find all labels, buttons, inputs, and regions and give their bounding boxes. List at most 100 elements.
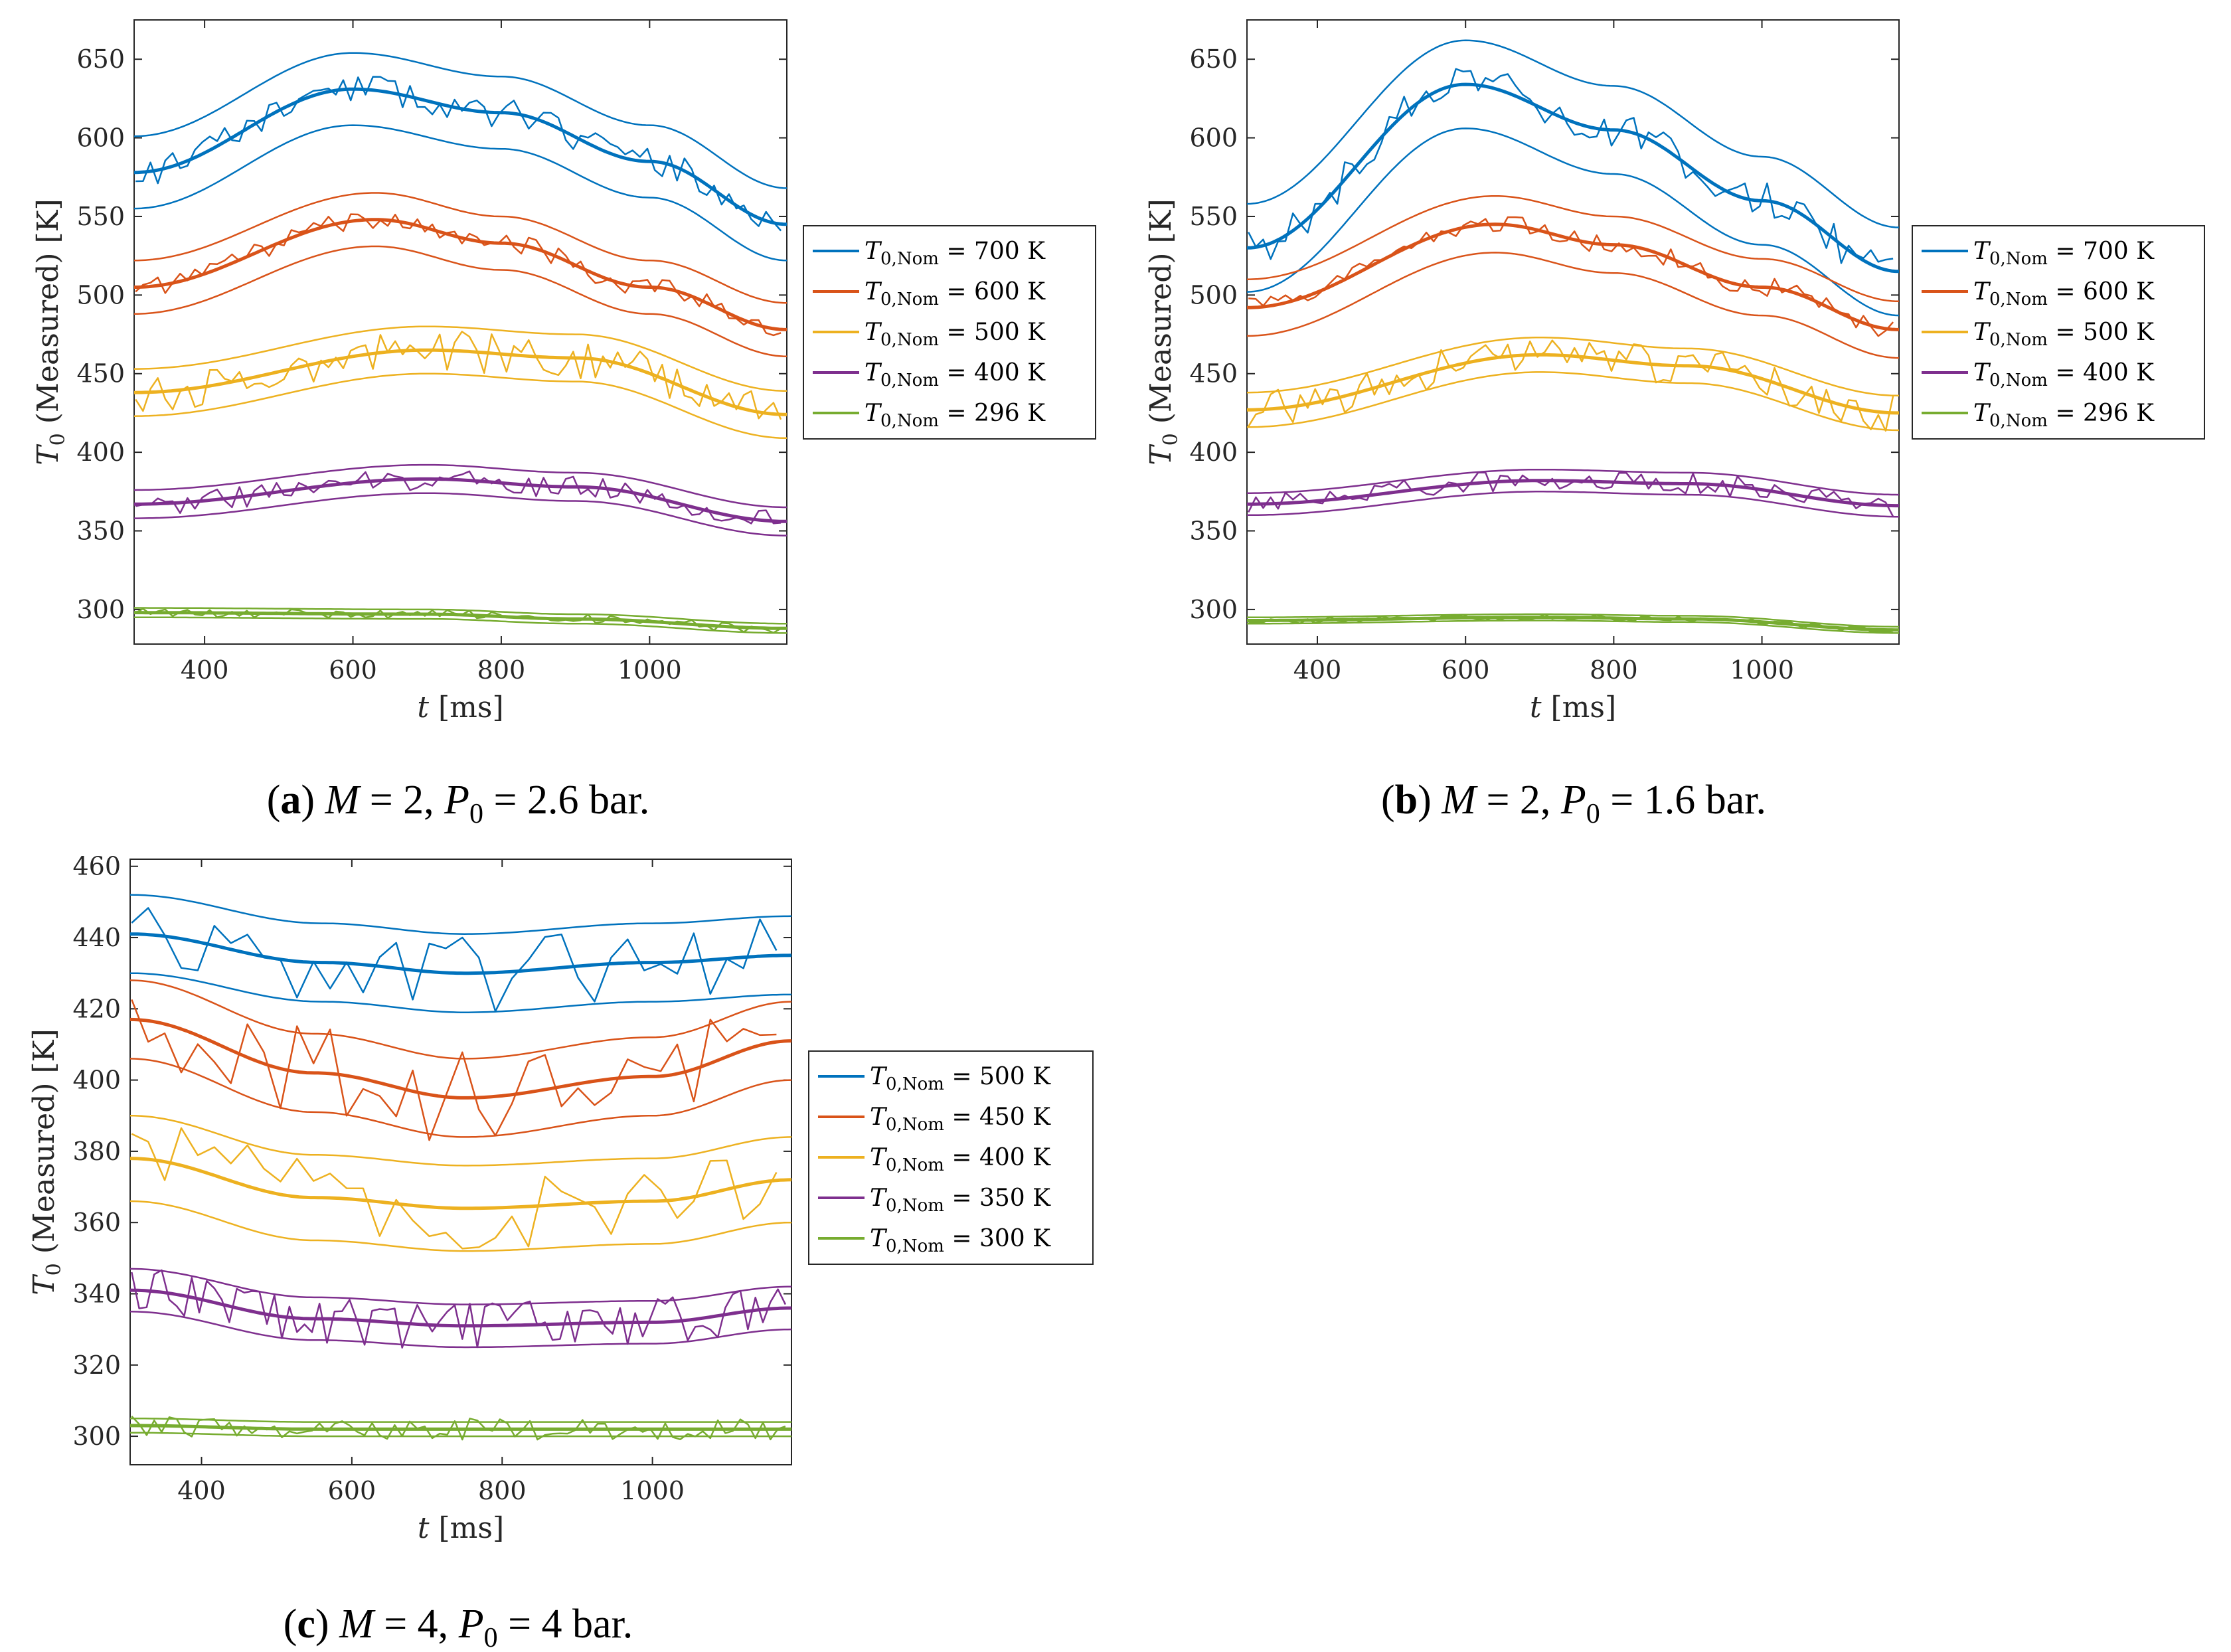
- upper-bound-line: [130, 1268, 791, 1305]
- measured-line: [135, 331, 782, 420]
- y-tick-label: 650: [76, 44, 125, 74]
- legend-entry: T0,Nom = 400 K: [870, 1144, 1051, 1175]
- y-tick-label: 350: [1189, 517, 1238, 546]
- y-tick-label: 650: [1189, 44, 1238, 74]
- fit-line: [130, 1424, 791, 1431]
- y-tick-label: 320: [72, 1351, 121, 1380]
- legend-entry: T0,Nom = 500 K: [865, 319, 1046, 350]
- measured-line: [131, 1269, 787, 1349]
- fit-line: [1247, 353, 1899, 415]
- legend-entry: T0,Nom = 400 K: [1973, 359, 2155, 390]
- chart-panel-a: 400 600 800 1000 300 350 400 450 500 550 600 650 t […: [31, 19, 1096, 829]
- upper-bound-line: [1247, 337, 1899, 397]
- plot-area: [133, 19, 787, 645]
- y-axis-label: T0 (Measured) [K]: [31, 199, 70, 465]
- legend-entry: T0,Nom = 600 K: [1973, 278, 2155, 309]
- series-group: [130, 894, 791, 1441]
- fit-line: [130, 1157, 791, 1210]
- legend-entry: T0,Nom = 450 K: [870, 1104, 1051, 1135]
- chart-panel-c: 400 600 800 1000 300 320 340 360 380 400 420 440 460…: [27, 852, 1094, 1652]
- x-tick-label: 400: [177, 1476, 226, 1505]
- lower-bound-line: [134, 124, 787, 262]
- upper-bound-line: [134, 192, 787, 304]
- x-tick-label: 1000: [618, 655, 682, 685]
- lower-bound-line: [134, 245, 787, 357]
- upper-bound-line: [134, 607, 787, 625]
- panel-caption: (b) M = 2, P0 = 1.6 bar.: [1381, 778, 1766, 829]
- measured-line: [1248, 613, 1894, 634]
- y-tick-label: 300: [76, 595, 125, 624]
- measured-line: [135, 76, 782, 232]
- legend-entry: T0,Nom = 600 K: [865, 278, 1046, 309]
- fit-line: [1247, 222, 1899, 331]
- fit-line: [130, 1017, 791, 1100]
- y-tick-label: 400: [76, 438, 125, 467]
- x-tick-label: 800: [477, 655, 526, 685]
- y-tick-label: 450: [76, 359, 125, 388]
- measured-line: [135, 470, 782, 525]
- upper-bound-line: [130, 979, 791, 1060]
- y-axis-label: T0 (Measured) [K]: [27, 1029, 66, 1295]
- lower-bound-line: [134, 492, 787, 537]
- measured-line: [1248, 68, 1894, 264]
- upper-bound-line: [130, 1115, 791, 1167]
- y-tick-label: 380: [72, 1137, 121, 1166]
- y-tick-label: 340: [72, 1279, 121, 1308]
- legend-entry: T0,Nom = 300 K: [870, 1225, 1051, 1256]
- legend: T0,Nom = 500 K T0,Nom = 450 K T0,Nom = 400…: [808, 1050, 1094, 1265]
- upper-bound-line: [1247, 39, 1899, 228]
- lower-bound-line: [130, 1058, 791, 1138]
- y-tick-label: 400: [1189, 438, 1238, 467]
- y-tick-label: 450: [1189, 359, 1238, 388]
- legend-entry: T0,Nom = 296 K: [1973, 400, 2155, 431]
- panel-caption: (a) M = 2, P0 = 2.6 bar.: [267, 778, 650, 829]
- upper-bound-line: [130, 894, 791, 935]
- upper-bound-line: [134, 463, 787, 509]
- upper-bound-line: [134, 52, 787, 189]
- chart-panel-b: 400 600 800 1000 300 350 400 450 500 550 600 650 t […: [1144, 19, 2205, 829]
- lower-bound-line: [130, 972, 791, 1013]
- legend-entry: T0,Nom = 400 K: [865, 359, 1046, 390]
- y-tick-label: 420: [72, 994, 121, 1023]
- y-tick-label: 300: [1189, 595, 1238, 624]
- legend-entry: T0,Nom = 500 K: [1973, 319, 2155, 350]
- legend-entry: T0,Nom = 296 K: [865, 400, 1046, 431]
- x-tick-label: 600: [328, 1476, 376, 1505]
- y-tick-label: 600: [1189, 124, 1238, 153]
- y-tick-label: 500: [1189, 280, 1238, 309]
- measured-line: [1248, 216, 1894, 337]
- measured-line: [1248, 339, 1894, 432]
- y-tick-label: 550: [76, 202, 125, 231]
- measured-line: [131, 1416, 786, 1441]
- measured-line: [135, 608, 782, 634]
- y-axis-label: T0 (Measured) [K]: [1144, 199, 1183, 465]
- upper-bound-line: [1247, 613, 1899, 628]
- upper-bound-line: [1247, 195, 1899, 303]
- y-tick-label: 550: [1189, 202, 1238, 231]
- x-tick-label: 1000: [620, 1476, 685, 1505]
- y-tick-label: 500: [76, 280, 125, 309]
- legend-entry: T0,Nom = 350 K: [870, 1185, 1051, 1216]
- measured-line: [131, 1127, 778, 1250]
- lower-bound-line: [1247, 127, 1899, 317]
- series-group: [134, 52, 787, 634]
- legend: T0,Nom = 700 K T0,Nom = 600 K T0,Nom = 500…: [803, 225, 1096, 440]
- measured-line: [131, 907, 778, 1013]
- series-group: [1247, 39, 1899, 634]
- lower-bound-line: [130, 1200, 791, 1252]
- fit-line: [1247, 479, 1899, 508]
- measured-line: [131, 999, 777, 1141]
- x-axis-label: t [ms]: [417, 691, 503, 724]
- measured-line: [1248, 471, 1894, 517]
- x-axis-label: t [ms]: [418, 1511, 504, 1545]
- lower-bound-line: [130, 1311, 791, 1349]
- upper-bound-line: [130, 1418, 791, 1423]
- lower-bound-line: [134, 616, 787, 634]
- fit-line: [1247, 82, 1899, 274]
- legend: T0,Nom = 700 K T0,Nom = 600 K T0,Nom = 500…: [1912, 225, 2205, 440]
- x-tick-label: 600: [1442, 655, 1490, 685]
- y-tick-label: 300: [72, 1422, 121, 1451]
- upper-bound-line: [1247, 468, 1899, 496]
- lower-bound-line: [1247, 620, 1899, 634]
